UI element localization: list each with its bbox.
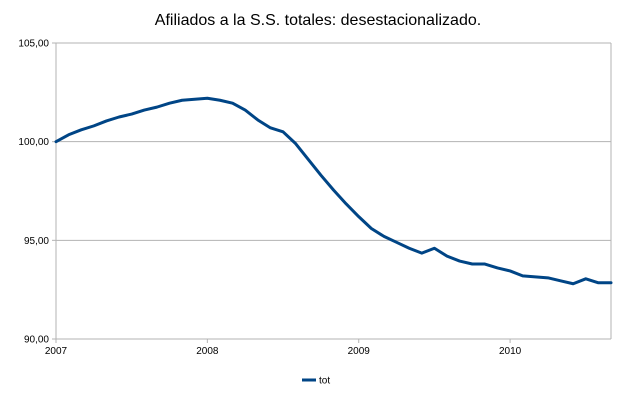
y-tick-label: 105,00 — [18, 39, 49, 50]
x-tick-label: 2010 — [499, 346, 522, 357]
axes — [52, 42, 612, 343]
y-axis-tick-labels: 105,00 100,00 95,00 90,00 — [18, 39, 49, 346]
x-tick-label: 2009 — [348, 346, 371, 357]
x-axis-tick-labels: 2007 2008 2009 2010 — [45, 346, 522, 357]
x-tick-label: 2007 — [45, 346, 68, 357]
series-lines — [54, 96, 613, 286]
series-line-tot — [54, 96, 613, 286]
x-tick-label: 2008 — [196, 346, 219, 357]
y-tick-label: 95,00 — [24, 236, 49, 247]
legend: tot — [302, 376, 330, 387]
y-tick-label: 90,00 — [24, 335, 49, 346]
y-tick-label: 100,00 — [18, 137, 49, 148]
chart-title: Afiliados a la S.S. totales: desestacion… — [155, 12, 481, 29]
legend-label: tot — [319, 376, 330, 387]
